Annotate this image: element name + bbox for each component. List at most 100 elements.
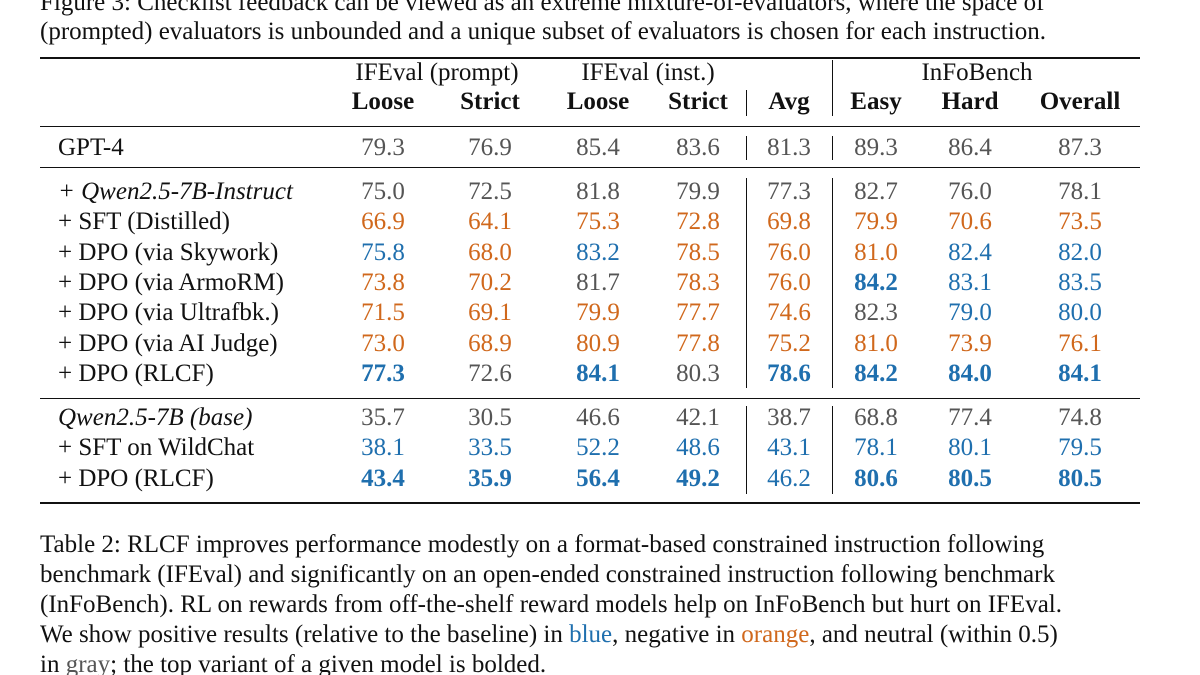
- cell: 77.3: [361, 359, 405, 387]
- column-header: Strict: [460, 88, 520, 115]
- cell: 75.2: [767, 329, 811, 357]
- figure-caption-line: (prompted) evaluators is unbounded and a…: [40, 18, 1046, 45]
- cell: 33.5: [468, 434, 512, 462]
- row-label: + SFT (Distilled): [58, 208, 230, 236]
- cell: 80.5: [948, 464, 992, 492]
- cell: 71.5: [361, 299, 405, 327]
- group-header: IFEval (prompt): [355, 59, 519, 86]
- cell: 76.0: [948, 178, 992, 205]
- cell: 77.3: [767, 178, 811, 205]
- cell: 38.7: [767, 404, 811, 431]
- cell: 84.0: [948, 359, 992, 387]
- cell: 70.6: [948, 208, 992, 236]
- column-header: Overall: [1039, 88, 1121, 115]
- cell: 74.8: [1058, 404, 1102, 431]
- column-separator: [832, 60, 833, 116]
- cell: 52.2: [576, 434, 620, 462]
- cell: 80.9: [576, 329, 620, 357]
- column-header: Strict: [668, 88, 728, 115]
- cell: 81.8: [576, 178, 620, 205]
- cell: 78.3: [676, 268, 720, 296]
- column-separator: [832, 406, 833, 494]
- caption-text: gray: [65, 651, 111, 675]
- cell: 81.0: [854, 329, 898, 357]
- mid-rule: [40, 398, 1140, 399]
- cell: 73.8: [361, 268, 405, 296]
- caption-text: , negative in: [612, 621, 742, 648]
- cell: 82.4: [948, 238, 992, 266]
- mid-rule: [40, 167, 1140, 168]
- figure-caption-line: Figure 3: Checklist feedback can be view…: [40, 0, 1045, 16]
- row-label: + DPO (via AI Judge): [58, 329, 278, 357]
- cell: 72.6: [468, 359, 512, 387]
- column-header: Loose: [566, 88, 630, 115]
- cell: 80.3: [676, 359, 720, 387]
- cell: 81.3: [767, 134, 811, 161]
- group-header: IFEval (inst.): [581, 59, 715, 86]
- cell: 81.7: [576, 268, 620, 296]
- cell: 82.0: [1058, 238, 1102, 266]
- cell: 43.1: [767, 434, 811, 462]
- cell: 76.9: [468, 134, 512, 161]
- column-header: Loose: [351, 88, 415, 115]
- row-label: GPT-4: [58, 134, 124, 161]
- column-separator: [746, 406, 747, 494]
- column-separator: [832, 136, 833, 160]
- row-label: + DPO (RLCF): [58, 359, 214, 387]
- cell: 77.8: [676, 329, 720, 357]
- cell: 89.3: [854, 134, 898, 161]
- column-header: Hard: [941, 88, 999, 115]
- caption-text: We show positive results (relative to th…: [40, 621, 570, 648]
- cell: 78.1: [1058, 178, 1102, 205]
- caption-line: Table 2: RLCF improves performance modes…: [40, 530, 1044, 560]
- cell: 77.4: [948, 404, 992, 431]
- cell: 76.0: [767, 268, 811, 296]
- cell: 79.5: [1058, 434, 1102, 462]
- cell: 83.1: [948, 268, 992, 296]
- cell: 75.0: [361, 178, 405, 205]
- cell: 79.9: [676, 178, 720, 205]
- caption-text: in: [40, 651, 66, 675]
- cell: 49.2: [676, 464, 720, 492]
- cell: 76.0: [767, 238, 811, 266]
- group-header: InFoBench: [921, 59, 1033, 86]
- cell: 79.9: [576, 299, 620, 327]
- cell: 80.1: [948, 434, 992, 462]
- cell: 83.5: [1058, 268, 1102, 296]
- cell: 77.7: [676, 299, 720, 327]
- cell: 68.0: [468, 238, 512, 266]
- row-label: Qwen2.5-7B (base): [58, 404, 253, 431]
- cell: 68.8: [854, 404, 898, 431]
- cell: 73.9: [948, 329, 992, 357]
- caption-line: We show positive results (relative to th…: [40, 620, 1058, 650]
- caption-text: (InFoBench). RL on rewards from off-the-…: [40, 591, 1062, 618]
- column-header: Avg: [768, 88, 810, 115]
- row-label: + DPO (via ArmoRM): [58, 268, 284, 296]
- caption-line: benchmark (IFEval) and significantly on …: [40, 560, 1055, 590]
- cell: 48.6: [676, 434, 720, 462]
- cell: 83.6: [676, 134, 720, 161]
- cell: 46.6: [576, 404, 620, 431]
- cell: 72.8: [676, 208, 720, 236]
- cell: 87.3: [1058, 134, 1102, 161]
- caption-text: benchmark (IFEval) and significantly on …: [40, 561, 1055, 588]
- cell: 84.1: [576, 359, 620, 387]
- caption-text: , and neutral (within 0.5): [809, 621, 1058, 648]
- cell: 78.1: [854, 434, 898, 462]
- top-rule: [40, 57, 1140, 59]
- cell: 70.2: [468, 268, 512, 296]
- cell: 81.0: [854, 238, 898, 266]
- caption-text: blue: [569, 621, 613, 648]
- cell: 80.0: [1058, 299, 1102, 327]
- cell: 69.1: [468, 299, 512, 327]
- row-label: + Qwen2.5-7B-Instruct: [58, 178, 293, 205]
- cell: 75.3: [576, 208, 620, 236]
- cell: 69.8: [767, 208, 811, 236]
- cell: 79.9: [854, 208, 898, 236]
- cell: 76.1: [1058, 329, 1102, 357]
- column-separator: [746, 178, 747, 388]
- cell: 42.1: [676, 404, 720, 431]
- caption-text: Table 2: RLCF improves performance modes…: [40, 531, 1045, 558]
- cell: 85.4: [576, 134, 620, 161]
